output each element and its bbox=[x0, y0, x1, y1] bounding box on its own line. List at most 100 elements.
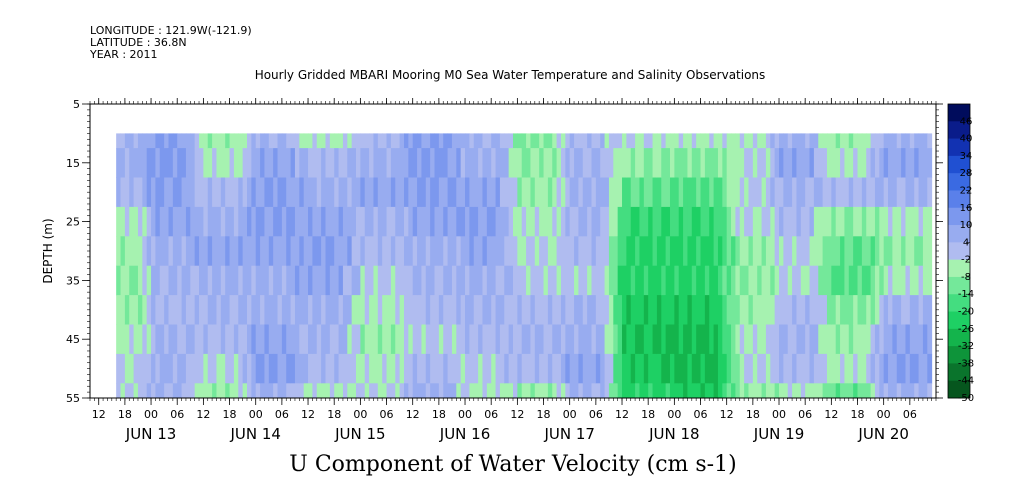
heatmap-cell bbox=[630, 295, 636, 325]
heatmap-cell bbox=[377, 353, 383, 384]
heatmap-cell bbox=[133, 177, 139, 208]
heatmap-cell bbox=[316, 295, 322, 325]
heatmap-cell bbox=[822, 383, 828, 399]
x-hour-tick-label: 12 bbox=[92, 408, 106, 421]
heatmap-cell bbox=[604, 148, 610, 178]
heatmap-cell bbox=[748, 133, 754, 149]
heatmap-cell bbox=[687, 133, 693, 149]
heatmap-cell bbox=[251, 295, 257, 325]
heatmap-cell bbox=[177, 133, 183, 149]
heatmap-cell bbox=[430, 324, 435, 355]
heatmap-cell bbox=[181, 324, 187, 355]
heatmap-cell bbox=[713, 383, 719, 399]
heatmap-cell bbox=[635, 295, 640, 325]
heatmap-cell bbox=[207, 265, 213, 296]
heatmap-cell bbox=[826, 383, 832, 399]
heatmap-cell bbox=[818, 148, 824, 178]
heatmap-cell bbox=[600, 295, 606, 325]
heatmap-cell bbox=[321, 265, 326, 296]
heatmap-cell bbox=[783, 133, 789, 149]
heatmap-cell bbox=[888, 295, 893, 325]
heatmap-cell bbox=[225, 148, 231, 178]
heatmap-cell bbox=[569, 148, 575, 178]
heatmap-cell bbox=[212, 133, 217, 149]
heatmap-cell bbox=[774, 383, 780, 399]
colorbar-bin bbox=[948, 121, 970, 139]
heatmap-cell bbox=[691, 177, 697, 208]
heatmap-cell bbox=[207, 295, 213, 325]
heatmap-cell bbox=[181, 236, 187, 267]
heatmap-cell bbox=[696, 133, 702, 149]
heatmap-cell bbox=[242, 177, 248, 208]
heatmap-cell bbox=[360, 148, 366, 178]
heatmap-cell bbox=[752, 177, 758, 208]
heatmap-cell bbox=[565, 324, 571, 355]
heatmap-cell bbox=[874, 383, 880, 399]
heatmap-cell bbox=[565, 295, 571, 325]
heatmap-cell bbox=[774, 206, 780, 237]
heatmap-cell bbox=[168, 133, 174, 149]
heatmap-cell bbox=[373, 133, 379, 149]
heatmap-cell bbox=[316, 177, 322, 208]
heatmap-cell bbox=[866, 177, 872, 208]
heatmap-cell bbox=[486, 133, 492, 149]
heatmap-cell bbox=[853, 383, 858, 399]
heatmap-cell bbox=[438, 295, 444, 325]
heatmap-cell bbox=[264, 324, 270, 355]
heatmap-cell bbox=[722, 206, 728, 237]
heatmap-cell bbox=[809, 133, 815, 149]
heatmap-cell bbox=[560, 177, 566, 208]
heatmap-cell bbox=[713, 236, 719, 267]
heatmap-cell bbox=[129, 177, 135, 208]
heatmap-cell bbox=[342, 265, 348, 296]
heatmap-cell bbox=[661, 236, 667, 267]
heatmap-cell bbox=[617, 383, 623, 399]
heatmap-cell bbox=[722, 133, 728, 149]
heatmap-cell bbox=[901, 353, 906, 384]
heatmap-cell bbox=[460, 177, 466, 208]
heatmap-cell bbox=[133, 265, 139, 296]
heatmap-cell bbox=[386, 353, 392, 384]
heatmap-cell bbox=[739, 133, 745, 149]
heatmap-cell bbox=[142, 177, 148, 208]
heatmap-cell bbox=[164, 133, 169, 149]
heatmap-cell bbox=[268, 324, 274, 355]
heatmap-cell bbox=[582, 177, 588, 208]
heatmap-cell bbox=[316, 353, 322, 384]
heatmap-cell bbox=[486, 148, 492, 178]
colorbar-bin bbox=[948, 328, 970, 347]
heatmap-cell bbox=[591, 383, 597, 399]
heatmap-cell bbox=[124, 236, 130, 267]
heatmap-cell bbox=[456, 177, 462, 208]
heatmap-cell bbox=[521, 133, 527, 149]
heatmap-cell bbox=[499, 148, 505, 178]
heatmap-cell bbox=[792, 324, 797, 355]
heatmap-cell bbox=[826, 206, 832, 237]
heatmap-cell bbox=[909, 148, 915, 178]
heatmap-cell bbox=[722, 324, 728, 355]
heatmap-cell bbox=[739, 206, 745, 237]
heatmap-cell bbox=[408, 265, 414, 296]
heatmap-cell bbox=[844, 265, 850, 296]
heatmap-cell bbox=[643, 353, 649, 384]
heatmap-cell bbox=[879, 265, 885, 296]
heatmap-cell bbox=[901, 295, 906, 325]
x-day-label: JUN 16 bbox=[439, 425, 490, 443]
heatmap-cell bbox=[124, 206, 130, 237]
heatmap-cell bbox=[460, 383, 466, 399]
heatmap-cell bbox=[613, 206, 619, 237]
heatmap-cell bbox=[761, 265, 767, 296]
heatmap-cell bbox=[914, 324, 920, 355]
heatmap-cell bbox=[874, 265, 880, 296]
heatmap-cell bbox=[342, 324, 348, 355]
heatmap-cell bbox=[547, 383, 553, 399]
heatmap-cell bbox=[835, 324, 841, 355]
heatmap-cell bbox=[770, 236, 776, 267]
heatmap-cell bbox=[281, 383, 287, 399]
heatmap-cell bbox=[238, 353, 244, 384]
heatmap-cell bbox=[399, 236, 405, 267]
heatmap-cell bbox=[809, 148, 815, 178]
y-axis-label: DEPTH (m) bbox=[41, 218, 55, 283]
heatmap-cell bbox=[321, 236, 326, 267]
heatmap-cell bbox=[574, 148, 579, 178]
